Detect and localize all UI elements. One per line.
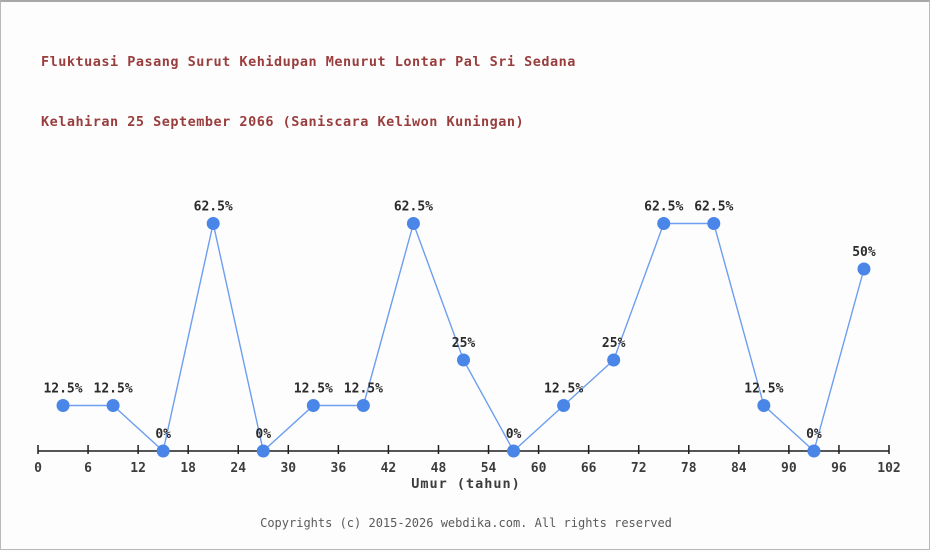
data-point	[707, 217, 721, 230]
data-point-label: 12.5%	[294, 382, 333, 397]
chart-title-line1: Fluktuasi Pasang Surut Kehidupan Menurut…	[41, 54, 576, 70]
data-point	[857, 262, 871, 276]
data-point-label: 50%	[852, 245, 876, 260]
data-point	[106, 399, 120, 412]
data-point	[507, 444, 521, 458]
chart-title-line2: Kelahiran 25 September 2066 (Saniscara K…	[41, 114, 525, 130]
data-point	[457, 353, 470, 367]
copyright-footer: Copyrights (c) 2015-2026 webdika.com. Al…	[260, 516, 672, 530]
x-axis-tick-label: 84	[731, 461, 747, 476]
data-point-label: 12.5%	[344, 382, 383, 397]
data-point-label: 0%	[506, 427, 522, 442]
x-axis-tick-label: 60	[531, 461, 547, 476]
chart-title: Fluktuasi Pasang Surut Kehidupan Menurut…	[41, 12, 576, 152]
x-axis-title: Umur (tahun)	[411, 476, 521, 492]
data-point	[306, 399, 320, 412]
x-axis-tick-label: 96	[831, 461, 847, 476]
data-point-label: 12.5%	[43, 382, 82, 397]
x-axis-tick-label: 102	[877, 461, 900, 476]
x-axis-tick-label: 36	[331, 461, 347, 476]
data-point-label: 12.5%	[744, 382, 783, 397]
data-point-label: 62.5%	[694, 200, 733, 215]
data-point	[256, 444, 270, 458]
x-axis-tick-label: 12	[130, 461, 146, 476]
data-point	[206, 217, 220, 230]
data-point-label: 62.5%	[394, 200, 433, 215]
data-point-label: 62.5%	[194, 200, 233, 215]
data-point-label: 12.5%	[544, 382, 583, 397]
data-point	[356, 399, 370, 412]
data-point	[807, 444, 821, 458]
data-point-label: 0%	[255, 427, 271, 442]
data-point	[757, 399, 771, 412]
x-axis-tick-label: 78	[681, 461, 697, 476]
x-axis-tick-label: 48	[431, 461, 447, 476]
data-point	[607, 353, 621, 367]
x-axis-tick-label: 6	[84, 461, 92, 476]
data-point	[657, 217, 671, 230]
data-point	[56, 399, 70, 412]
x-axis-tick-label: 66	[581, 461, 597, 476]
data-point-label: 25%	[452, 336, 476, 351]
data-point	[406, 217, 420, 230]
x-axis-tick-label: 90	[781, 461, 797, 476]
x-axis-tick-label: 24	[230, 461, 246, 476]
x-axis-tick-label: 42	[381, 461, 397, 476]
x-axis-tick-label: 0	[34, 461, 42, 476]
data-point-label: 62.5%	[644, 200, 683, 215]
data-point-label: 0%	[155, 427, 171, 442]
x-axis-tick-label: 18	[180, 461, 196, 476]
data-point-label: 25%	[602, 336, 626, 351]
x-axis-tick-label: 72	[631, 461, 647, 476]
data-point-label: 12.5%	[94, 382, 133, 397]
data-point	[557, 399, 571, 412]
x-axis-tick-label: 30	[280, 461, 296, 476]
data-point	[156, 444, 170, 458]
x-axis-tick-label: 54	[481, 461, 497, 476]
data-point-label: 0%	[806, 427, 822, 442]
